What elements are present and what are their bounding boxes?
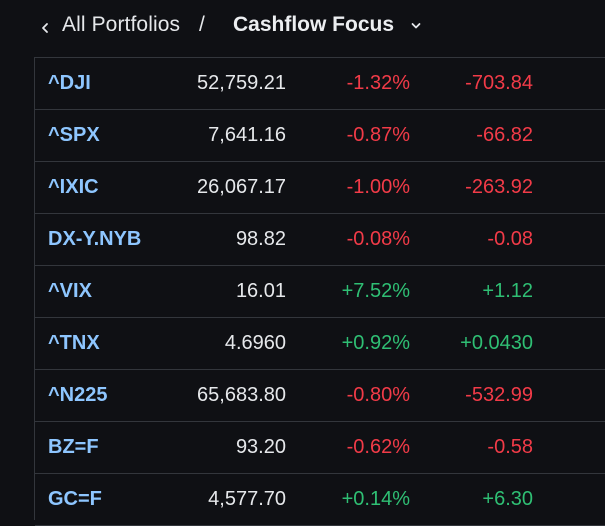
quote-table: ^DJI 52,759.21 -1.32% -703.84 ^SPX 7,641.16 -0… [34, 57, 605, 526]
quote-change: +1.12 [482, 280, 533, 302]
chevron-left-icon[interactable] [38, 18, 52, 38]
quote-price: 26,067.17 [197, 176, 286, 198]
quote-change: -532.99 [465, 384, 533, 406]
quote-change-percent: -1.32% [346, 72, 410, 94]
quote-price: 4,577.70 [208, 488, 286, 510]
quote-price: 98.82 [235, 228, 286, 250]
portfolio-header: All Portfolios / Cashflow Focus [0, 0, 605, 56]
quote-symbol: ^SPX [48, 124, 100, 146]
quote-price: 93.20 [235, 436, 286, 458]
quote-symbol: ^DJI [48, 72, 91, 94]
quote-symbol: DX-Y.NYB [48, 228, 142, 250]
quote-symbol: ^VIX [48, 280, 92, 302]
quote-change-percent: +0.92% [341, 332, 410, 354]
quote-price: 65,683.80 [197, 384, 286, 406]
quote-row[interactable]: ^IXIC 26,067.17 -1.00% -263.92 [35, 162, 605, 214]
quote-symbol: ^IXIC [48, 176, 99, 198]
quote-change-percent: -1.00% [346, 176, 410, 198]
quote-change: -263.92 [465, 176, 533, 198]
quote-price: 16.01 [235, 280, 286, 302]
breadcrumb-separator: / [199, 13, 205, 36]
quote-row[interactable]: ^DJI 52,759.21 -1.32% -703.84 [35, 58, 605, 110]
quote-row[interactable]: ^SPX 7,641.16 -0.87% -66.82 [35, 110, 605, 162]
quote-change-percent: -0.87% [346, 124, 410, 146]
quote-row[interactable]: BZ=F 93.20 -0.62% -0.58 [35, 422, 605, 474]
portfolio-title[interactable]: Cashflow Focus [233, 13, 395, 36]
quote-row[interactable]: ^TNX 4.6960 +0.92% +0.0430 [35, 318, 605, 370]
quote-change: +0.0430 [460, 332, 533, 354]
quote-change-percent: -0.62% [346, 436, 410, 458]
breadcrumb-all-portfolios[interactable]: All Portfolios [62, 13, 181, 36]
chevron-down-icon[interactable] [410, 20, 422, 32]
quote-price: 52,759.21 [197, 72, 286, 94]
quote-change: -0.08 [487, 228, 533, 250]
quote-change-percent: +0.14% [341, 488, 410, 510]
quote-row[interactable]: GC=F 4,577.70 +0.14% +6.30 [35, 474, 605, 526]
quote-symbol: ^N225 [48, 384, 108, 406]
quote-change-percent: -0.80% [346, 384, 410, 406]
quote-change-percent: +7.52% [341, 280, 410, 302]
quote-price: 4.6960 [224, 332, 286, 354]
quote-price: 7,641.16 [208, 124, 286, 146]
quote-change-percent: -0.08% [346, 228, 410, 250]
quote-row[interactable]: ^VIX 16.01 +7.52% +1.12 [35, 266, 605, 318]
quote-change: -66.82 [476, 124, 533, 146]
quote-change: -0.58 [487, 436, 533, 458]
quote-change: +6.30 [482, 488, 533, 510]
quote-row[interactable]: ^N225 65,683.80 -0.80% -532.99 [35, 370, 605, 422]
quote-row[interactable]: DX-Y.NYB 98.82 -0.08% -0.08 [35, 214, 605, 266]
quote-symbol: GC=F [48, 488, 102, 510]
quote-change: -703.84 [465, 72, 533, 94]
quote-symbol: BZ=F [48, 436, 99, 458]
quote-symbol: ^TNX [48, 332, 100, 354]
